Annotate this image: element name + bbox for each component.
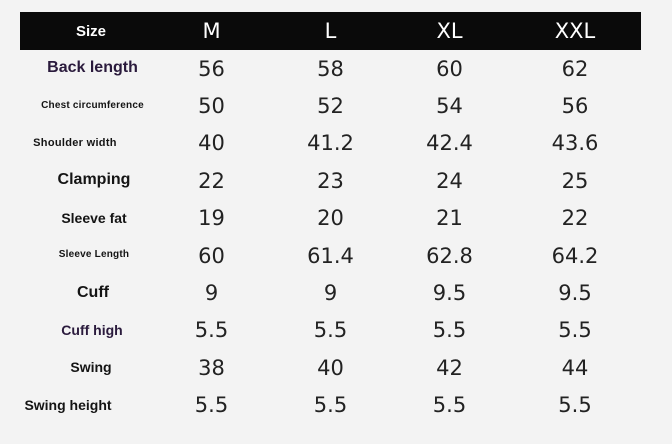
row-label-text: Cuff high xyxy=(61,322,123,339)
table-row: Clamping 22 23 24 25 xyxy=(20,162,641,199)
cell-value: 5.5 xyxy=(558,393,592,418)
cell-value: 22 xyxy=(198,168,225,193)
table-row: Swing 38 40 42 44 xyxy=(20,349,641,386)
cell-value: 5.5 xyxy=(432,393,467,418)
cell-value: 22 xyxy=(561,206,589,231)
cell-value: 44 xyxy=(561,355,589,380)
cell-value: 40 xyxy=(317,355,344,380)
row-label-text: Back length xyxy=(47,59,138,77)
cell-value: 24 xyxy=(436,168,463,193)
cell-value: 56 xyxy=(198,56,225,81)
header-size-m: M xyxy=(202,19,221,43)
row-label: Shoulder width xyxy=(20,125,152,162)
table-row: Cuff 9 9 9.5 9.5 xyxy=(20,274,641,311)
row-label: Back length xyxy=(20,50,152,87)
table-row: Back length 56 58 60 62 xyxy=(20,50,641,87)
cell-value: 64.2 xyxy=(551,243,599,268)
cell-value: 20 xyxy=(317,206,344,231)
row-label: Swing height xyxy=(20,387,152,424)
cell-value: 41.2 xyxy=(307,131,354,156)
table-row: Sleeve Length 60 61.4 62.8 64.2 xyxy=(20,237,641,274)
row-label: Chest circumference xyxy=(20,87,152,124)
header-size-label: Size xyxy=(76,22,107,40)
cell-value: 56 xyxy=(561,94,589,119)
cell-value: 19 xyxy=(198,206,225,231)
header-size-xxl: XXL xyxy=(554,19,596,43)
cell-value: 40 xyxy=(198,131,225,156)
row-label-text: Chest circumference xyxy=(41,99,144,111)
cell-value: 5.5 xyxy=(313,393,348,418)
row-label: Clamping xyxy=(20,162,152,199)
row-label-text: Shoulder width xyxy=(33,136,117,149)
row-label-text: Cuff xyxy=(77,283,109,301)
row-label-text: Sleeve fat xyxy=(61,209,127,226)
row-label: Cuff high xyxy=(20,312,152,349)
cell-value: 60 xyxy=(436,56,463,81)
cell-value: 5.5 xyxy=(194,393,229,418)
table-row: Shoulder width 40 41.2 42.4 43.6 xyxy=(20,125,641,162)
cell-value: 9 xyxy=(204,281,219,306)
cell-value: 58 xyxy=(317,56,344,81)
table-row: Cuff high 5.5 5.5 5.5 5.5 xyxy=(20,312,641,349)
cell-value: 9 xyxy=(323,281,338,306)
header-size-xl: XL xyxy=(436,19,463,43)
cell-value: 38 xyxy=(198,355,225,380)
cell-value: 23 xyxy=(317,168,344,193)
row-label: Sleeve Length xyxy=(20,237,152,274)
cell-value: 5.5 xyxy=(432,318,467,343)
cell-value: 5.5 xyxy=(558,318,592,343)
row-label-text: Swing height xyxy=(24,396,112,413)
cell-value: 43.6 xyxy=(551,131,599,156)
header-size-l: L xyxy=(324,19,337,43)
cell-value: 62 xyxy=(561,56,589,81)
row-label: Cuff xyxy=(20,274,152,311)
size-chart-table: Size M L XL XXL Back length 56 58 60 62 … xyxy=(20,12,641,424)
cell-value: 52 xyxy=(317,94,344,119)
cell-value: 9.5 xyxy=(432,281,467,306)
row-label: Sleeve fat xyxy=(20,200,152,237)
cell-value: 42 xyxy=(436,355,463,380)
cell-value: 21 xyxy=(436,206,463,231)
row-label-text: Sleeve Length xyxy=(58,249,130,261)
table-row: Sleeve fat 19 20 21 22 xyxy=(20,200,641,237)
row-label-text: Swing xyxy=(70,359,112,376)
cell-value: 5.5 xyxy=(313,318,348,343)
cell-value: 62.8 xyxy=(426,243,473,268)
cell-value: 5.5 xyxy=(194,318,229,343)
table-row: Swing height 5.5 5.5 5.5 5.5 xyxy=(20,387,641,424)
cell-value: 50 xyxy=(198,94,225,119)
cell-value: 42.4 xyxy=(426,131,473,156)
row-label-text: Clamping xyxy=(57,171,131,189)
cell-value: 54 xyxy=(436,94,463,119)
row-label: Swing xyxy=(20,349,152,386)
cell-value: 60 xyxy=(198,243,225,268)
header-row: Size M L XL XXL xyxy=(20,12,641,50)
cell-value: 61.4 xyxy=(307,243,354,268)
cell-value: 25 xyxy=(561,168,589,193)
cell-value: 9.5 xyxy=(558,281,592,306)
table-row: Chest circumference 50 52 54 56 xyxy=(20,87,641,124)
